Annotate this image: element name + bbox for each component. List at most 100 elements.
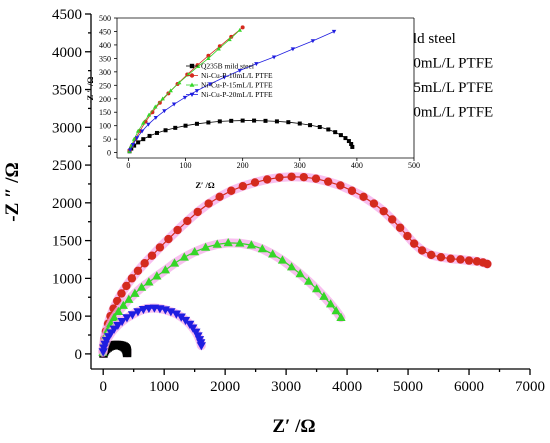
main-y-tick-label-7: 3500 — [52, 83, 82, 99]
main-series-2-point-21 — [235, 238, 245, 247]
main-series-3-point-22 — [188, 324, 198, 333]
inset-y-tick-label-1: 50 — [103, 135, 111, 144]
main-series-1-point-16 — [173, 225, 182, 235]
inset-series-2-point-7 — [160, 96, 165, 101]
main-series-1-point-8 — [117, 289, 126, 298]
inset-series-0-point-15 — [252, 118, 257, 123]
inset-series-0-point-10 — [194, 121, 199, 126]
main-series-2-point-10 — [130, 288, 140, 297]
inset-y-tick-label-5: 250 — [99, 81, 111, 90]
main-series-1-point-14 — [155, 243, 165, 252]
inset-series-0-point-25 — [343, 136, 348, 141]
inset-series-2-point-12 — [206, 56, 211, 60]
main-x-tick-label-3: 3000 — [271, 379, 301, 395]
inset-x-tick-label-0: 0 — [126, 161, 130, 170]
main-series-2-point-27 — [295, 268, 305, 278]
main-series-3-point-11 — [133, 308, 143, 317]
main-series-1-point-31 — [347, 186, 357, 195]
main-series-2-point-12 — [144, 277, 154, 286]
main-y-axis-title: -Z ″ /Ω — [2, 162, 23, 222]
main-series-2-point-13 — [152, 271, 162, 280]
main-series-2-point-33 — [336, 312, 346, 321]
main-series-2-point-26 — [286, 262, 297, 271]
inset-series-3-point-17 — [331, 29, 337, 34]
inset-x-tick-label-5: 500 — [408, 161, 420, 170]
inset-series-0-point-18 — [286, 120, 291, 125]
main-x-tick-label-6: 6000 — [454, 379, 484, 395]
main-series-1-point-7 — [113, 296, 122, 306]
main-series-1-point-41 — [436, 253, 446, 262]
inset-x-tick-label-4: 400 — [351, 161, 363, 170]
inset-y-tick-label-8: 400 — [99, 41, 111, 50]
inset-series-2-point-8 — [168, 88, 173, 93]
inset-series-3-point-0 — [127, 148, 133, 153]
main-series-2-point-16 — [179, 252, 189, 261]
inset-y-tick-label-2: 100 — [99, 122, 111, 131]
main-series-1-point-39 — [417, 246, 427, 255]
inset-series-2-point-14 — [227, 37, 232, 42]
main-y-tick-label-5: 2500 — [52, 158, 82, 174]
inset-y-tick-label-3: 150 — [99, 108, 111, 117]
inset-x-tick-label-3: 300 — [294, 161, 306, 170]
main-series-1-point-23 — [250, 178, 260, 187]
main-y-tick-label-2: 1000 — [52, 271, 82, 287]
inset-series-3-point-3 — [139, 129, 145, 134]
inset-series-0-point-2 — [132, 143, 137, 148]
inset-series-0-point-23 — [333, 130, 338, 135]
inset-y-tick-label-9: 450 — [99, 27, 111, 36]
main-series-2-line — [102, 242, 342, 353]
main-series-2-point-17 — [190, 247, 200, 256]
main-x-tick-label-0: 0 — [99, 379, 107, 395]
main-series-2-point-11 — [136, 282, 147, 291]
inset-series-0-point-9 — [183, 123, 188, 128]
inset-series-3-point-16 — [310, 39, 316, 44]
main-series-1-point-20 — [215, 192, 224, 201]
main-series-1-point-17 — [183, 216, 192, 226]
inset-series-2-point-4 — [141, 120, 146, 125]
main-series-1-point-35 — [388, 215, 397, 224]
main-series-3-point-27 — [196, 342, 206, 351]
main-series-3-point-8 — [117, 318, 127, 327]
main-series-2-point-25 — [277, 255, 288, 264]
main-series-2-point-29 — [311, 284, 322, 293]
inset-x-axis-title: Z′ /Ω — [195, 180, 215, 190]
inset-x-tick-label-2: 200 — [237, 161, 249, 170]
inset-y-tick-label-7: 350 — [99, 54, 111, 63]
main-series-2-point-14 — [160, 265, 171, 274]
inset-series-0-point-13 — [229, 118, 234, 123]
main-x-tick-label-7: 7000 — [515, 379, 545, 395]
main-series-2-point-15 — [169, 258, 180, 267]
main-y-tick-label-0: 0 — [75, 347, 83, 363]
main-y-tick-label-6: 3000 — [52, 120, 82, 136]
main-series-1-point-32 — [359, 192, 368, 201]
inset-legend-marker-2 — [189, 82, 195, 87]
main-x-tick-label-1: 1000 — [149, 379, 179, 395]
inset-legend-marker-0 — [189, 63, 195, 69]
inset-series-3-point-5 — [153, 116, 159, 120]
inset-legend-label-1: Ni-Cu-P-10mL/L PTFE — [201, 71, 273, 80]
main-series-1-point-44 — [464, 256, 474, 265]
inset-series-0-point-20 — [308, 123, 313, 128]
inset-series-2-point-11 — [195, 64, 201, 69]
inset-series-0-point-4 — [141, 137, 146, 142]
main-x-tick-label-5: 5000 — [393, 379, 423, 395]
main-series-1-point-30 — [336, 181, 345, 190]
main-series-2-point-28 — [304, 276, 314, 285]
inset-series-0-point-8 — [173, 125, 178, 130]
main-y-tick-label-9: 4500 — [52, 7, 82, 23]
main-series-1-point-38 — [409, 239, 419, 248]
main-series-1-point-29 — [323, 177, 333, 186]
inset-series-1-point-6 — [157, 100, 162, 105]
main-series-3-point-17 — [166, 308, 176, 317]
inset-x-tick-label-1: 100 — [180, 161, 192, 170]
main-series-1-point-36 — [395, 223, 405, 232]
inset-series-1-point-11 — [206, 53, 211, 58]
inset-series-0-point-19 — [297, 121, 302, 126]
main-series-1-point-19 — [204, 199, 213, 208]
inset-series-0-point-17 — [274, 119, 279, 124]
main-series-2-point-32 — [331, 306, 341, 315]
inset-series-0-point-7 — [163, 128, 168, 133]
inset-series-2-point-13 — [216, 46, 221, 51]
inset-series-2-point-9 — [177, 80, 182, 85]
